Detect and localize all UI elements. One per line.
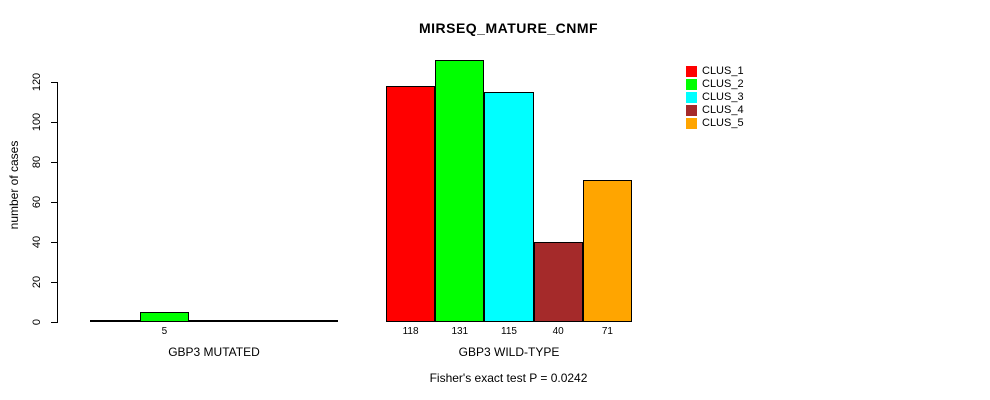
legend-swatch bbox=[686, 79, 697, 90]
bar-value-label: 5 bbox=[161, 326, 168, 337]
chart-subtitle: Fisher's exact test P = 0.0242 bbox=[429, 371, 588, 385]
legend-item-CLUS_5: CLUS_5 bbox=[686, 117, 744, 130]
zero-bar-CLUS_1 bbox=[90, 320, 140, 322]
zero-bar-CLUS_4 bbox=[238, 320, 289, 322]
bar-CLUS_3 bbox=[484, 92, 534, 322]
y-tick-mark bbox=[51, 162, 57, 163]
chart-title: MIRSEQ_MATURE_CNMF bbox=[418, 20, 599, 36]
y-axis-label: number of cases bbox=[7, 140, 21, 230]
legend-label: CLUS_1 bbox=[702, 65, 744, 77]
y-tick-label: 100 bbox=[31, 112, 43, 132]
y-tick-mark bbox=[51, 82, 57, 83]
legend-label: CLUS_2 bbox=[702, 78, 744, 90]
bar-CLUS_4 bbox=[533, 242, 583, 322]
bar-CLUS_2 bbox=[435, 60, 485, 322]
legend-item-CLUS_4: CLUS_4 bbox=[686, 104, 744, 117]
bar-value-label: 40 bbox=[552, 326, 564, 337]
zero-bar-CLUS_5 bbox=[288, 320, 338, 322]
bar-value-label: 131 bbox=[451, 326, 469, 337]
y-tick-mark bbox=[51, 122, 57, 123]
legend-swatch bbox=[686, 92, 697, 103]
y-tick-mark bbox=[51, 322, 57, 323]
bar-value-label: 118 bbox=[402, 326, 419, 337]
legend-item-CLUS_3: CLUS_3 bbox=[686, 91, 744, 104]
legend-swatch bbox=[686, 105, 697, 116]
group-label: GBP3 MUTATED bbox=[168, 345, 260, 359]
legend-label: CLUS_3 bbox=[702, 91, 744, 103]
legend-swatch bbox=[686, 118, 697, 129]
y-tick-mark bbox=[51, 202, 57, 203]
legend-item-CLUS_1: CLUS_1 bbox=[686, 65, 744, 78]
legend-label: CLUS_4 bbox=[702, 104, 744, 116]
y-tick-label: 80 bbox=[31, 155, 43, 169]
y-tick-label: 40 bbox=[31, 235, 43, 249]
y-tick-label: 0 bbox=[31, 318, 43, 326]
bar-CLUS_5 bbox=[582, 180, 632, 322]
y-tick-label: 60 bbox=[31, 195, 43, 209]
y-tick-label: 20 bbox=[31, 275, 43, 289]
y-tick-mark bbox=[51, 282, 57, 283]
bar-CLUS_1 bbox=[386, 86, 436, 322]
y-tick-mark bbox=[51, 242, 57, 243]
legend-label: CLUS_5 bbox=[702, 117, 744, 129]
y-tick-label: 120 bbox=[31, 72, 43, 92]
bar-value-label: 115 bbox=[501, 326, 517, 337]
zero-bar-CLUS_3 bbox=[189, 320, 239, 322]
bar-CLUS_2 bbox=[139, 312, 190, 322]
group-label: GBP3 WILD-TYPE bbox=[458, 345, 560, 359]
legend-item-CLUS_2: CLUS_2 bbox=[686, 78, 744, 91]
y-axis-line bbox=[57, 82, 58, 323]
legend-swatch bbox=[686, 66, 697, 77]
bar-value-label: 71 bbox=[601, 326, 613, 337]
legend: CLUS_1 CLUS_2 CLUS_3 CLUS_4 CLUS_5 bbox=[686, 65, 744, 130]
